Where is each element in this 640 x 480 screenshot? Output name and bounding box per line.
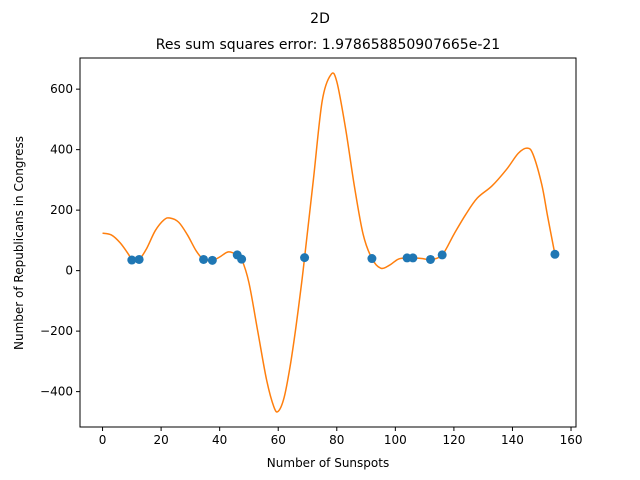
scatter-point bbox=[127, 255, 137, 265]
y-tick-label: −200 bbox=[40, 324, 73, 338]
scatter-point bbox=[237, 254, 247, 264]
y-axis-ticks: −400 −200 0 200 400 600 bbox=[40, 82, 80, 399]
y-tick-label: −400 bbox=[40, 385, 73, 399]
fit-curve-line bbox=[102, 72, 556, 413]
x-tick-label: 120 bbox=[442, 433, 465, 447]
scatter-point bbox=[425, 254, 435, 264]
y-tick-label: 200 bbox=[50, 203, 73, 217]
scatter-point bbox=[408, 253, 418, 263]
scatter-point bbox=[207, 255, 217, 265]
scatter-point bbox=[367, 254, 377, 264]
x-tick-label: 160 bbox=[560, 433, 583, 447]
chart-title: Res sum squares error: 1.978658850907665… bbox=[156, 37, 500, 53]
scatter-point bbox=[550, 249, 560, 259]
x-tick-label: 140 bbox=[501, 433, 524, 447]
x-tick-label: 100 bbox=[384, 433, 407, 447]
y-axis-label: Number of Republicans in Congress bbox=[12, 136, 26, 350]
scatter-point bbox=[134, 254, 144, 264]
x-tick-label: 80 bbox=[329, 433, 344, 447]
scatter-point bbox=[300, 253, 310, 263]
x-tick-label: 40 bbox=[212, 433, 227, 447]
chart-suptitle: 2D bbox=[310, 11, 330, 27]
chart-lines-layer bbox=[102, 72, 556, 413]
plot-area-frame bbox=[79, 57, 577, 428]
x-axis-label: Number of Sunspots bbox=[267, 456, 389, 470]
scatter-point bbox=[437, 250, 447, 260]
y-tick-label: 600 bbox=[50, 82, 73, 96]
x-axis-ticks: 0 20 40 60 80 100 120 140 160 bbox=[99, 427, 583, 447]
chart-points-layer bbox=[127, 249, 560, 265]
y-tick-label: 400 bbox=[50, 143, 73, 157]
x-tick-label: 20 bbox=[153, 433, 168, 447]
x-tick-label: 60 bbox=[271, 433, 286, 447]
scatter-point bbox=[199, 254, 209, 264]
x-tick-label: 0 bbox=[99, 433, 107, 447]
y-tick-label: 0 bbox=[65, 264, 73, 278]
